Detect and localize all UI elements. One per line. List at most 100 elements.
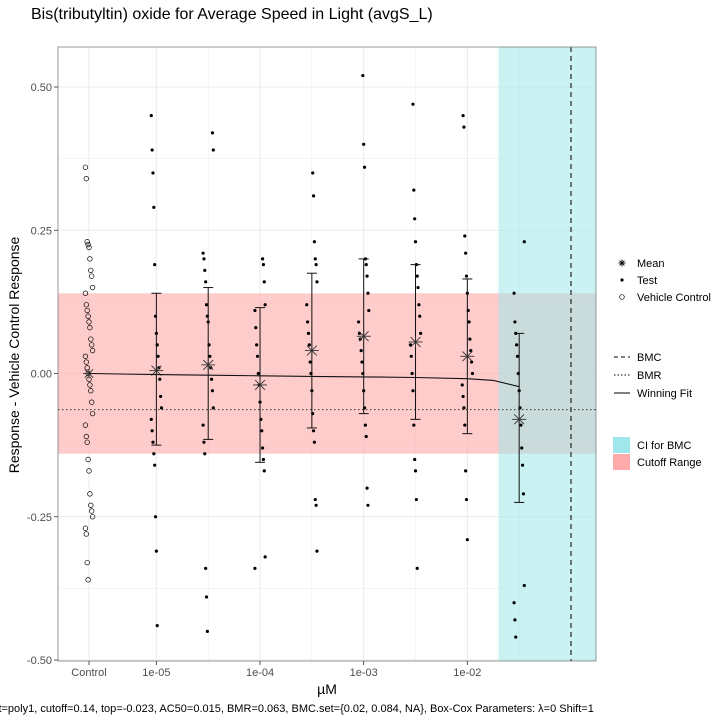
test-point xyxy=(255,354,260,358)
test-point xyxy=(253,308,257,313)
winning-fit-line xyxy=(88,372,520,388)
test-point xyxy=(519,423,523,427)
test-point xyxy=(464,274,469,278)
test-point xyxy=(204,595,209,599)
test-point xyxy=(412,188,416,192)
legend-label: Vehicle Control xyxy=(637,292,711,304)
test-point xyxy=(211,406,215,410)
test-point xyxy=(362,142,366,146)
test-point xyxy=(463,423,467,427)
test-point xyxy=(203,452,207,456)
test-point xyxy=(513,618,517,622)
test-point xyxy=(150,148,154,152)
test-point xyxy=(154,549,158,553)
test-point xyxy=(153,263,157,267)
test-point xyxy=(469,360,474,364)
test-point xyxy=(311,429,316,433)
test-point xyxy=(409,354,413,358)
vehicle-control-point xyxy=(87,325,93,331)
test-point xyxy=(512,291,516,295)
test-point xyxy=(513,320,517,324)
vehicle-control-point xyxy=(83,531,89,537)
test-point xyxy=(364,434,368,439)
test-point xyxy=(467,320,471,324)
test-point xyxy=(210,131,215,135)
test-point xyxy=(367,308,371,313)
test-point xyxy=(260,257,265,261)
test-point xyxy=(151,440,155,444)
test-point xyxy=(156,354,160,358)
test-point xyxy=(203,268,207,272)
vehicle-control-point xyxy=(88,502,94,508)
test-point xyxy=(514,635,518,639)
test-point xyxy=(262,469,266,473)
test-point xyxy=(262,280,266,284)
vehicle-control-point xyxy=(82,164,89,170)
test-point xyxy=(254,326,258,330)
legend-cutoff-swatch xyxy=(613,454,630,470)
test-point xyxy=(153,463,157,467)
vehicle-control-point xyxy=(89,514,96,520)
test-point xyxy=(521,492,526,496)
legend-label: Test xyxy=(637,275,657,287)
test-point xyxy=(361,73,365,78)
test-point xyxy=(515,343,519,347)
test-point xyxy=(415,274,419,278)
test-point xyxy=(150,429,154,433)
test-point xyxy=(413,240,418,244)
test-point xyxy=(522,240,526,244)
test-point xyxy=(416,285,420,290)
test-point xyxy=(315,549,319,553)
test-point xyxy=(308,360,312,364)
vehicle-control-point xyxy=(88,336,94,342)
x-tick-label: 1e-04 xyxy=(246,667,274,679)
test-point xyxy=(306,331,311,335)
test-point xyxy=(413,217,417,221)
mean-marker xyxy=(253,379,268,391)
test-point xyxy=(315,280,319,284)
y-tick-label: -0.50 xyxy=(27,655,52,667)
vehicle-control-point xyxy=(85,456,91,463)
vehicle-control-point xyxy=(82,525,89,531)
vehicle-control-point xyxy=(84,365,90,371)
test-point xyxy=(413,469,418,473)
vehicle-control-point xyxy=(86,244,92,251)
test-point xyxy=(260,446,265,450)
test-point xyxy=(413,457,417,462)
test-point xyxy=(263,303,267,307)
y-tick-label: 0.25 xyxy=(31,225,52,237)
legend-label: Winning Fit xyxy=(637,388,692,400)
vehicle-control-point xyxy=(89,399,95,405)
test-point xyxy=(412,423,416,427)
test-point xyxy=(464,497,469,502)
test-point xyxy=(149,417,153,421)
test-point xyxy=(202,440,206,444)
x-tick-label: Control xyxy=(71,667,106,679)
test-point xyxy=(153,515,158,519)
mean-marker xyxy=(201,359,216,371)
test-point xyxy=(313,257,317,261)
test-point xyxy=(463,234,467,238)
test-point xyxy=(461,394,465,399)
test-point xyxy=(415,566,419,570)
y-tick-label: -0.25 xyxy=(27,512,52,524)
test-point xyxy=(462,406,466,410)
test-point xyxy=(152,205,156,209)
vehicle-control-point xyxy=(89,273,95,279)
vehicle-control-point xyxy=(82,353,89,359)
test-point xyxy=(365,274,369,278)
test-point xyxy=(261,457,266,462)
vehicle-control-point xyxy=(88,267,94,274)
vehicle-control-point xyxy=(84,239,90,245)
test-point xyxy=(365,486,369,490)
vehicle-control-point xyxy=(89,410,96,417)
legend-vehicle-control-marker xyxy=(619,294,625,300)
mean-marker xyxy=(460,350,475,362)
vehicle-control-point xyxy=(83,359,89,365)
test-point xyxy=(512,601,516,605)
x-tick-label: 1e-02 xyxy=(453,667,481,679)
x-tick-label: 1e-03 xyxy=(350,667,378,679)
footer-parameters: it=poly1, cutoff=0.14, top=-0.023, AC50=… xyxy=(0,703,594,715)
test-point xyxy=(205,629,209,633)
vehicle-control-point xyxy=(84,307,90,314)
